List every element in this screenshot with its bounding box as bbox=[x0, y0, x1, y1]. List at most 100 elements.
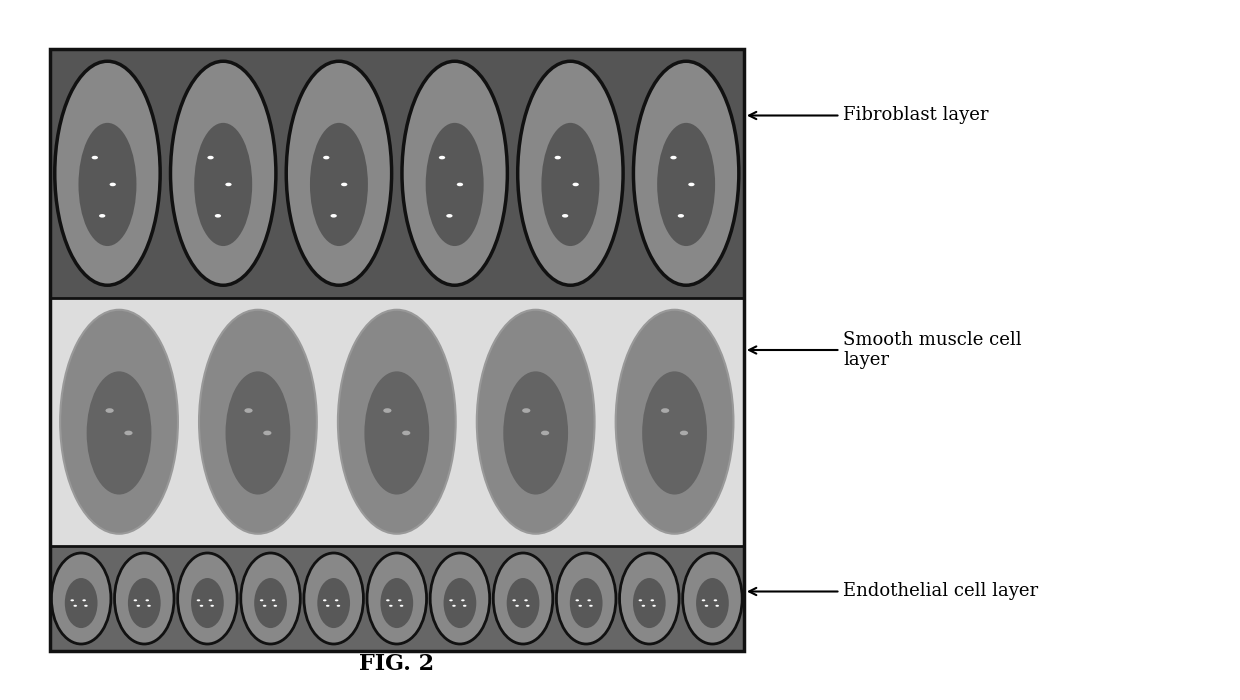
Ellipse shape bbox=[678, 214, 684, 218]
Ellipse shape bbox=[177, 553, 237, 644]
Ellipse shape bbox=[661, 408, 670, 413]
Ellipse shape bbox=[573, 183, 579, 186]
Ellipse shape bbox=[64, 578, 98, 628]
Ellipse shape bbox=[336, 605, 340, 607]
Ellipse shape bbox=[430, 553, 490, 644]
Ellipse shape bbox=[82, 599, 86, 601]
Ellipse shape bbox=[84, 605, 88, 607]
Ellipse shape bbox=[134, 599, 138, 601]
Ellipse shape bbox=[128, 578, 161, 628]
Ellipse shape bbox=[620, 553, 680, 644]
Ellipse shape bbox=[639, 599, 642, 601]
Ellipse shape bbox=[616, 309, 734, 533]
Ellipse shape bbox=[570, 578, 603, 628]
Ellipse shape bbox=[399, 605, 403, 607]
Ellipse shape bbox=[260, 599, 263, 601]
Ellipse shape bbox=[589, 605, 593, 607]
Ellipse shape bbox=[272, 599, 275, 601]
Ellipse shape bbox=[503, 371, 568, 495]
Ellipse shape bbox=[211, 605, 215, 607]
Ellipse shape bbox=[402, 430, 410, 435]
Ellipse shape bbox=[634, 62, 739, 286]
Ellipse shape bbox=[114, 553, 174, 644]
Ellipse shape bbox=[171, 62, 275, 286]
Ellipse shape bbox=[337, 309, 455, 533]
Ellipse shape bbox=[324, 156, 330, 160]
Bar bbox=[50, 298, 744, 546]
Ellipse shape bbox=[641, 605, 645, 607]
Ellipse shape bbox=[463, 605, 466, 607]
Ellipse shape bbox=[522, 408, 531, 413]
Ellipse shape bbox=[99, 214, 105, 218]
Ellipse shape bbox=[715, 605, 719, 607]
Ellipse shape bbox=[241, 553, 300, 644]
Ellipse shape bbox=[226, 371, 290, 495]
Ellipse shape bbox=[632, 578, 666, 628]
Bar bbox=[50, 49, 744, 298]
Ellipse shape bbox=[71, 599, 74, 601]
Ellipse shape bbox=[562, 214, 568, 218]
Ellipse shape bbox=[109, 183, 115, 186]
Ellipse shape bbox=[688, 183, 694, 186]
Bar bbox=[50, 49, 744, 651]
Ellipse shape bbox=[317, 578, 350, 628]
Ellipse shape bbox=[198, 309, 317, 533]
Ellipse shape bbox=[381, 578, 413, 628]
Ellipse shape bbox=[446, 214, 453, 218]
Ellipse shape bbox=[367, 553, 427, 644]
Ellipse shape bbox=[657, 123, 715, 246]
Ellipse shape bbox=[263, 430, 272, 435]
Ellipse shape bbox=[461, 599, 465, 601]
Ellipse shape bbox=[215, 214, 221, 218]
Ellipse shape bbox=[191, 578, 223, 628]
Ellipse shape bbox=[671, 156, 677, 160]
Ellipse shape bbox=[326, 605, 330, 607]
Ellipse shape bbox=[73, 605, 77, 607]
Ellipse shape bbox=[341, 183, 347, 186]
Ellipse shape bbox=[51, 553, 110, 644]
Ellipse shape bbox=[383, 408, 392, 413]
Ellipse shape bbox=[87, 371, 151, 495]
Ellipse shape bbox=[439, 156, 445, 160]
Text: Smooth muscle cell
layer: Smooth muscle cell layer bbox=[749, 330, 1022, 370]
Ellipse shape bbox=[200, 605, 203, 607]
Ellipse shape bbox=[517, 62, 622, 286]
Text: Fibroblast layer: Fibroblast layer bbox=[749, 106, 988, 125]
Bar bbox=[50, 546, 744, 651]
Ellipse shape bbox=[642, 371, 707, 495]
Ellipse shape bbox=[197, 599, 201, 601]
Ellipse shape bbox=[386, 599, 389, 601]
Ellipse shape bbox=[541, 430, 549, 435]
Ellipse shape bbox=[226, 183, 232, 186]
Ellipse shape bbox=[575, 599, 579, 601]
Ellipse shape bbox=[207, 156, 213, 160]
Ellipse shape bbox=[680, 430, 688, 435]
Ellipse shape bbox=[274, 605, 277, 607]
Ellipse shape bbox=[365, 371, 429, 495]
Ellipse shape bbox=[525, 599, 528, 601]
Ellipse shape bbox=[136, 605, 140, 607]
Ellipse shape bbox=[526, 605, 529, 607]
Ellipse shape bbox=[195, 123, 252, 246]
Ellipse shape bbox=[578, 605, 582, 607]
Ellipse shape bbox=[286, 62, 392, 286]
Ellipse shape bbox=[507, 578, 539, 628]
Ellipse shape bbox=[554, 156, 560, 160]
Ellipse shape bbox=[696, 578, 729, 628]
Ellipse shape bbox=[588, 599, 591, 601]
Ellipse shape bbox=[683, 553, 743, 644]
Ellipse shape bbox=[453, 605, 456, 607]
Ellipse shape bbox=[61, 309, 179, 533]
Text: FIG. 2: FIG. 2 bbox=[360, 654, 434, 676]
Ellipse shape bbox=[702, 599, 706, 601]
Ellipse shape bbox=[304, 553, 363, 644]
Ellipse shape bbox=[456, 183, 463, 186]
Ellipse shape bbox=[263, 605, 267, 607]
Ellipse shape bbox=[512, 599, 516, 601]
Ellipse shape bbox=[557, 553, 616, 644]
Ellipse shape bbox=[476, 309, 594, 533]
Ellipse shape bbox=[652, 605, 656, 607]
Ellipse shape bbox=[714, 599, 717, 601]
Ellipse shape bbox=[322, 599, 326, 601]
Ellipse shape bbox=[542, 123, 599, 246]
